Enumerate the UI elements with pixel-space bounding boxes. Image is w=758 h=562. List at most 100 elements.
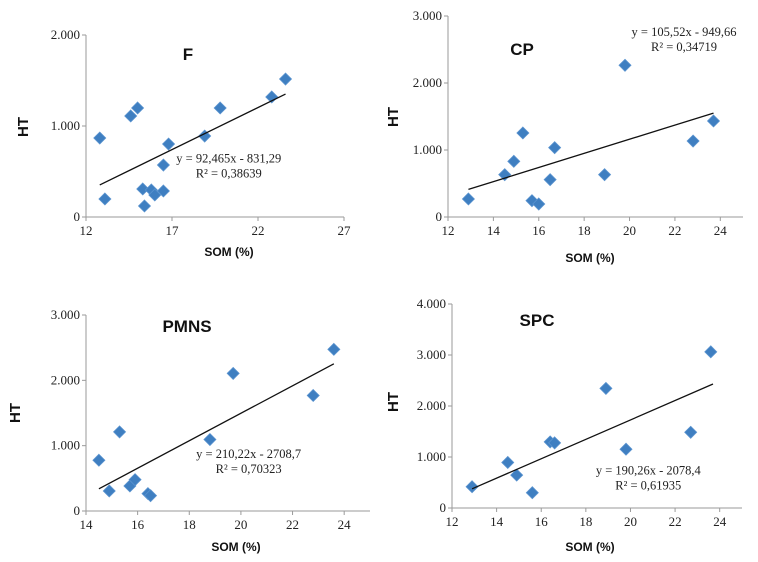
x-tick-label: 18 (578, 223, 591, 238)
x-tick-label: 14 (487, 223, 501, 238)
data-point (599, 381, 613, 395)
data-point (684, 425, 698, 439)
data-point (213, 101, 227, 115)
y-tick-label: 4.000 (417, 296, 446, 311)
y-tick-label: 0 (440, 500, 447, 515)
data-point (525, 486, 539, 500)
x-tick-label: 18 (183, 517, 196, 532)
y-tick-label: 1.000 (51, 118, 80, 133)
y-tick-label: 3.000 (413, 8, 442, 23)
r-squared-label: R² = 0,34719 (651, 40, 717, 54)
data-point (93, 131, 107, 145)
x-tick-label: 12 (80, 223, 93, 238)
y-tick-label: 0 (74, 209, 81, 224)
y-tick-label: 3.000 (417, 347, 446, 362)
data-point (137, 199, 152, 213)
y-axis-title: HT (15, 117, 32, 137)
data-point (124, 109, 138, 123)
trendline (471, 383, 714, 490)
data-point (501, 455, 515, 470)
trendline (98, 363, 335, 490)
trendline-equation: y = 105,52x - 949,66 (632, 25, 737, 39)
y-axis-title: HT (385, 392, 402, 412)
x-tick-label: 27 (338, 223, 352, 238)
trendline (99, 93, 286, 186)
y-axis-title: HT (385, 107, 402, 127)
chart-title: F (183, 45, 193, 64)
chart-title: CP (510, 40, 534, 59)
x-tick-label: 12 (442, 223, 455, 238)
x-tick-label: 20 (234, 517, 247, 532)
chart-spc: 0 1.000 2.000 3.000 4.000 12 14 16 18 20 22 24 SPC SO… (385, 296, 742, 554)
y-tick-label: 0 (436, 209, 443, 224)
data-point (136, 182, 150, 196)
data-point (507, 154, 521, 168)
y-tick-label: 2.000 (413, 75, 442, 90)
data-point (226, 366, 240, 380)
x-tick-label: 14 (80, 517, 94, 532)
data-point (102, 484, 116, 498)
x-axis-title: SOM (%) (204, 245, 253, 259)
x-tick-label: 20 (624, 514, 637, 529)
chart-f: 0 1.000 2.000 12 17 22 27 F SOM (%) HT y = 92,465x… (15, 27, 351, 259)
r-squared-label: R² = 0,70323 (216, 462, 282, 476)
data-point (203, 432, 217, 447)
data-point (148, 188, 162, 202)
data-point (618, 58, 632, 72)
y-tick-label: 1.000 (413, 142, 442, 157)
x-tick-label: 24 (338, 517, 352, 532)
y-tick-label: 2.000 (417, 398, 446, 413)
x-tick-label: 22 (668, 223, 681, 238)
data-point (686, 134, 700, 148)
data-point (278, 72, 293, 86)
data-point (532, 197, 546, 211)
data-point (156, 184, 170, 198)
r-squared-label: R² = 0,61935 (615, 478, 681, 492)
data-point (548, 141, 562, 155)
y-tick-label: 1.000 (417, 449, 446, 464)
x-axis-title: SOM (%) (211, 540, 260, 554)
r-squared-label: R² = 0,38639 (196, 166, 262, 180)
data-point (510, 468, 524, 482)
trendline-equation: y = 92,465x - 831,29 (176, 151, 281, 165)
x-tick-label: 24 (713, 514, 727, 529)
x-tick-label: 16 (131, 517, 145, 532)
x-tick-label: 22 (252, 223, 265, 238)
data-point (548, 436, 562, 450)
x-tick-label: 18 (579, 514, 592, 529)
x-tick-label: 17 (166, 223, 180, 238)
data-point (131, 101, 145, 115)
x-tick-label: 16 (532, 223, 546, 238)
data-point (619, 442, 633, 456)
y-tick-label: 0 (74, 503, 81, 518)
x-axis-title: SOM (%) (565, 251, 614, 265)
x-tick-label: 20 (623, 223, 636, 238)
trendline (468, 112, 714, 191)
data-point (112, 425, 127, 439)
data-point (92, 453, 106, 467)
x-tick-label: 16 (535, 514, 549, 529)
chart-title: SPC (520, 311, 555, 330)
data-point (516, 126, 530, 140)
data-point (98, 192, 112, 206)
chart-cp: 0 1.000 2.000 3.000 12 14 16 18 20 22 24 CP SOM (%) H… (385, 8, 743, 265)
data-point (143, 489, 158, 503)
data-point (198, 129, 212, 143)
x-tick-label: 14 (490, 514, 504, 529)
y-tick-label: 2.000 (51, 372, 80, 387)
data-point (161, 137, 176, 151)
trendline-equation: y = 210,22x - 2708,7 (196, 447, 301, 461)
x-tick-label: 22 (286, 517, 299, 532)
x-tick-label: 24 (714, 223, 728, 238)
data-point (327, 342, 341, 356)
data-point (306, 388, 320, 403)
data-point (543, 173, 557, 187)
chart-title: PMNS (162, 317, 211, 336)
data-point (465, 480, 479, 494)
data-point (128, 473, 142, 487)
y-axis-title: HT (7, 403, 24, 423)
x-tick-label: 12 (446, 514, 459, 529)
data-point (706, 114, 721, 128)
x-tick-label: 22 (669, 514, 682, 529)
